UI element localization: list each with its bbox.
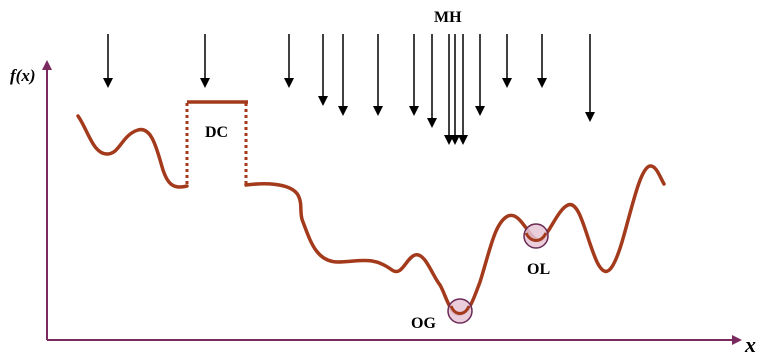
ol-label: OL <box>527 261 550 278</box>
objective-curve <box>244 164 666 316</box>
local-optimum-marker <box>523 223 549 249</box>
global-optimum-marker <box>447 298 473 324</box>
y-axis-label: f(x) <box>10 66 35 85</box>
x-axis-label: x <box>744 332 756 356</box>
objective-curve <box>76 114 189 189</box>
og-label: OG <box>411 315 436 332</box>
mh-label: MH <box>434 9 462 26</box>
sampling-arrows <box>103 34 595 145</box>
dc-label: DC <box>205 124 228 141</box>
